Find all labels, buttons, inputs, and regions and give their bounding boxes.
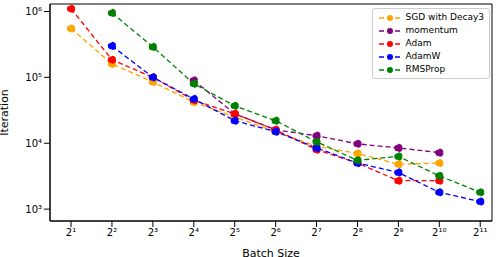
svg-text:Iteration: Iteration [8, 89, 11, 136]
svg-text:2⁹: 2⁹ [393, 227, 403, 238]
svg-text:10³: 10³ [25, 204, 42, 215]
svg-text:2⁷: 2⁷ [311, 227, 321, 238]
svg-text:10⁶: 10⁶ [25, 6, 42, 17]
svg-text:10⁵: 10⁵ [25, 72, 42, 83]
svg-text:Batch Size: Batch Size [242, 247, 300, 257]
svg-text:2¹¹: 2¹¹ [473, 227, 487, 238]
svg-text:2⁴: 2⁴ [189, 227, 199, 238]
html-text:RMSProp: RMSProp [405, 64, 446, 74]
html-text:momentum: momentum [405, 25, 458, 35]
svg-text:2²: 2² [107, 227, 117, 238]
svg-text:2⁶: 2⁶ [270, 227, 280, 238]
svg-text:2³: 2³ [148, 227, 158, 238]
svg-text:2¹: 2¹ [66, 227, 76, 238]
svg-text:2⁸: 2⁸ [352, 227, 362, 238]
svg-text:10⁴: 10⁴ [25, 138, 42, 149]
svg-text:2¹⁰: 2¹⁰ [432, 227, 446, 238]
html-text:AdamW: AdamW [405, 51, 441, 61]
html-text:Adam: Adam [405, 38, 432, 48]
svg-text:2⁵: 2⁵ [230, 227, 240, 238]
html-text:SGD with Decay3: SGD with Decay3 [405, 12, 484, 22]
